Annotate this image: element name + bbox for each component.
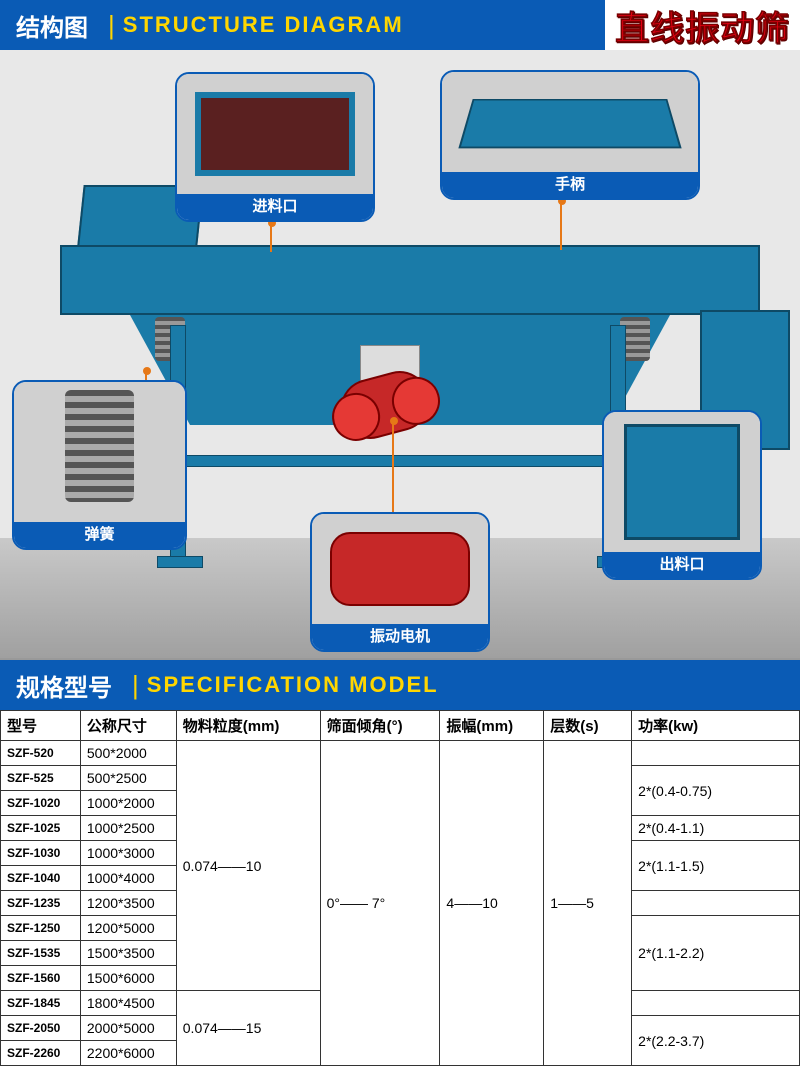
cell-size: 1000*4000	[80, 866, 176, 891]
table-row: SZF-520500*20000.074——100°—— 7°4——101——5	[1, 741, 800, 766]
leader-motor	[392, 420, 394, 515]
product-title-red: 直线振动筛	[605, 1, 800, 50]
spec-table: 型号公称尺寸物料粒度(mm)筛面倾角(°)振幅(mm)层数(s)功率(kw) S…	[0, 710, 800, 1066]
cell-size: 500*2500	[80, 766, 176, 791]
spec-header-en: SPECIFICATION MODEL	[147, 672, 439, 698]
spec-col-header: 层数(s)	[544, 711, 632, 741]
callout-spring-label: 弹簧	[14, 522, 185, 548]
cell-model: SZF-1845	[1, 991, 81, 1016]
cell-size: 1000*2000	[80, 791, 176, 816]
header-divider-icon: |	[108, 10, 115, 41]
cell-size: 1500*3500	[80, 941, 176, 966]
cell-angle: 0°—— 7°	[320, 741, 440, 1066]
cell-power	[632, 991, 800, 1016]
cell-model: SZF-1040	[1, 866, 81, 891]
cell-size: 1000*3000	[80, 841, 176, 866]
cell-size: 2200*6000	[80, 1041, 176, 1066]
cell-layers: 1——5	[544, 741, 632, 1066]
structure-diagram: 进料口 手柄 弹簧 振动电机 出料口	[0, 50, 800, 660]
cell-power: 2*(0.4-0.75)	[632, 766, 800, 816]
spec-col-header: 公称尺寸	[80, 711, 176, 741]
callout-outlet: 出料口	[602, 410, 762, 580]
callout-handle-label: 手柄	[442, 172, 698, 198]
cell-model: SZF-1560	[1, 966, 81, 991]
callout-motor: 振动电机	[310, 512, 490, 652]
cell-size: 1200*3500	[80, 891, 176, 916]
spec-header: 规格型号 | SPECIFICATION MODEL	[0, 660, 800, 710]
cell-particle: 0.074——10	[176, 741, 320, 991]
spec-table-area: 型号公称尺寸物料粒度(mm)筛面倾角(°)振幅(mm)层数(s)功率(kw) S…	[0, 710, 800, 1066]
cell-power: 2*(1.1-2.2)	[632, 916, 800, 991]
cell-model: SZF-1030	[1, 841, 81, 866]
spec-col-header: 型号	[1, 711, 81, 741]
cell-power: 2*(1.1-1.5)	[632, 841, 800, 891]
cell-size: 1200*5000	[80, 916, 176, 941]
cell-model: SZF-1235	[1, 891, 81, 916]
callout-motor-label: 振动电机	[312, 624, 488, 650]
machine-deck	[60, 245, 760, 315]
spec-table-header-row: 型号公称尺寸物料粒度(mm)筛面倾角(°)振幅(mm)层数(s)功率(kw)	[1, 711, 800, 741]
structure-header-blue: 结构图 | STRUCTURE DIAGRAM	[0, 0, 605, 50]
cell-power: 2*(2.2-3.7)	[632, 1016, 800, 1066]
cell-power	[632, 741, 800, 766]
machine-crossbar	[175, 455, 625, 467]
spec-col-header: 筛面倾角(°)	[320, 711, 440, 741]
callout-handle-image	[442, 72, 698, 172]
cell-size: 500*2000	[80, 741, 176, 766]
leader-inlet	[270, 222, 272, 252]
callout-spring: 弹簧	[12, 380, 187, 550]
cell-model: SZF-1250	[1, 916, 81, 941]
spec-col-header: 振幅(mm)	[440, 711, 544, 741]
leader-handle	[560, 200, 562, 250]
cell-particle: 0.074——15	[176, 991, 320, 1066]
cell-power	[632, 891, 800, 916]
callout-motor-image	[312, 514, 488, 624]
cell-model: SZF-1535	[1, 941, 81, 966]
callout-inlet: 进料口	[175, 72, 375, 222]
cell-model: SZF-2260	[1, 1041, 81, 1066]
cell-size: 1000*2500	[80, 816, 176, 841]
cell-amplitude: 4——10	[440, 741, 544, 1066]
structure-header-en: STRUCTURE DIAGRAM	[123, 12, 404, 38]
callout-inlet-image	[177, 74, 373, 194]
cell-model: SZF-2050	[1, 1016, 81, 1041]
spec-header-cn: 规格型号	[16, 668, 112, 703]
cell-model: SZF-1020	[1, 791, 81, 816]
spec-col-header: 物料粒度(mm)	[176, 711, 320, 741]
callout-inlet-label: 进料口	[177, 194, 373, 220]
cell-power: 2*(0.4-1.1)	[632, 816, 800, 841]
callout-outlet-image	[604, 412, 760, 552]
callout-handle: 手柄	[440, 70, 700, 200]
structure-header: 结构图 | STRUCTURE DIAGRAM 直线振动筛	[0, 0, 800, 50]
structure-header-cn: 结构图	[16, 8, 88, 43]
cell-size: 2000*5000	[80, 1016, 176, 1041]
cell-model: SZF-1025	[1, 816, 81, 841]
spec-header-blue: 规格型号 | SPECIFICATION MODEL	[0, 660, 800, 710]
header-divider-icon: |	[132, 670, 139, 701]
cell-model: SZF-525	[1, 766, 81, 791]
spec-col-header: 功率(kw)	[632, 711, 800, 741]
cell-size: 1500*6000	[80, 966, 176, 991]
callout-spring-image	[14, 382, 185, 522]
cell-size: 1800*4500	[80, 991, 176, 1016]
cell-model: SZF-520	[1, 741, 81, 766]
callout-outlet-label: 出料口	[604, 552, 760, 578]
